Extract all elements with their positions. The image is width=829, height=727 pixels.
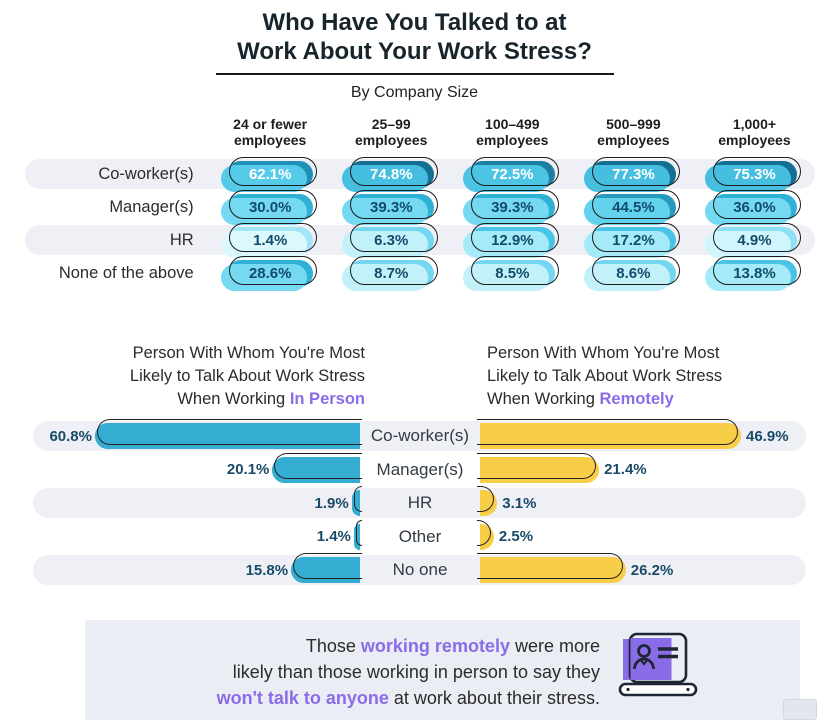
matrix-pill: 75.3% [711, 160, 798, 188]
matrix-pill: 12.9% [469, 226, 556, 254]
subtitle: By Company Size [350, 84, 479, 101]
corner-accent [783, 699, 817, 720]
matrix-pill: 30.0% [227, 193, 314, 221]
remote-value: 2.5% [498, 528, 534, 545]
matrix-pill: 13.8% [711, 259, 798, 287]
matrix-pill: 39.3% [469, 193, 556, 221]
bar-remote [480, 523, 494, 550]
butterfly-row-managers: 20.1% Manager(s) 21.4% [33, 455, 806, 485]
matrix-pill: 77.3% [590, 160, 677, 188]
matrix-pill: 8.5% [469, 259, 556, 287]
bar-in-person [95, 423, 360, 449]
in-person-highlight: In Person [289, 390, 365, 408]
laptop-person-icon [618, 632, 702, 709]
in-person-value: 1.4% [316, 528, 351, 545]
header-spacer [25, 116, 210, 148]
in-person-value: 60.8% [49, 427, 92, 445]
row-label-coworkers: Co-worker(s) [98, 164, 194, 183]
bar-remote [480, 557, 626, 583]
butterfly-row-hr: 1.9% HR 3.1% [33, 488, 806, 518]
row-label-managers: Manager(s) [109, 197, 194, 216]
matrix-pill: 8.7% [348, 259, 435, 287]
matrix-pill: 72.5% [469, 160, 556, 188]
column-header-1000-plus: 1,000+ employees [718, 116, 791, 148]
working-remotely-highlight: working remotely [360, 636, 510, 656]
bar-remote [480, 490, 498, 516]
matrix-row-hr: HR 1.4% 6.3% 12.9% 17.2% 4.9% [25, 225, 815, 255]
remote-value: 21.4% [604, 461, 647, 478]
butterfly-row-no-one: 15.8% No one 26.2% [33, 555, 806, 585]
matrix-pill: 17.2% [590, 226, 677, 254]
column-header-500-999: 500–999 employees [597, 116, 670, 148]
title-line-1: Who Have You Talked to at [262, 9, 567, 36]
matrix-pill: 36.0% [711, 193, 798, 221]
matrix-row-none: None of the above 28.6% 8.7% 8.5% 8.6% 1… [25, 258, 815, 288]
matrix-row-managers: Manager(s) 30.0% 39.3% 39.3% 44.5% 36.0% [25, 192, 815, 222]
butterfly-row-other: 1.4% Other 2.5% [33, 522, 806, 552]
bar-remote [480, 456, 600, 483]
title-divider [215, 73, 614, 75]
butterfly-chart: 60.8% Co-worker(s) 46.9% 20.1% Manager(s… [33, 421, 806, 589]
matrix-pill: 74.8% [348, 160, 435, 188]
category-label: Other [398, 526, 442, 546]
row-label-hr: HR [169, 230, 194, 249]
in-person-value: 1.9% [314, 494, 349, 512]
bar-in-person [272, 456, 360, 483]
bar-in-person [351, 490, 361, 516]
bar-in-person [353, 523, 361, 550]
matrix-pill: 1.4% [227, 226, 314, 254]
company-size-matrix: Co-worker(s) 62.1% 74.8% 72.5% 77.3% 75.… [25, 159, 815, 291]
remote-value: 26.2% [630, 561, 674, 579]
remotely-highlight: Remotely [599, 390, 674, 408]
matrix-pill: 6.3% [348, 226, 435, 254]
matrix-column-headers: 24 or fewer employees 25–99 employees 100–… [25, 116, 815, 148]
remote-value: 3.1% [502, 494, 537, 512]
column-header-100-499: 100–499 employees [476, 116, 549, 148]
title-line-2: Work About Your Work Stress? [237, 38, 592, 65]
remote-chart-title: Person With Whom You're Most Likely to T… [487, 344, 723, 408]
callout-text: Those working remotely were more likely … [216, 636, 600, 708]
matrix-pill: 62.1% [227, 160, 314, 188]
butterfly-row-coworkers: 60.8% Co-worker(s) 46.9% [33, 421, 806, 451]
column-header-25-99: 25–99 employees [355, 116, 428, 148]
category-label: Manager(s) [376, 459, 464, 479]
bar-in-person [291, 557, 360, 583]
column-header-24-or-fewer: 24 or fewer employees [233, 116, 308, 148]
in-person-chart-title: Person With Whom You're Most Likely to T… [129, 344, 365, 408]
title-section: Who Have You Talked to at Work About You… [0, 8, 829, 102]
in-person-value: 20.1% [226, 461, 270, 478]
matrix-row-coworkers: Co-worker(s) 62.1% 74.8% 72.5% 77.3% 75.… [25, 159, 815, 189]
in-person-value: 15.8% [245, 561, 289, 579]
bar-remote [480, 423, 741, 449]
callout-box: Those working remotely were more likely … [85, 620, 800, 720]
remote-value: 46.9% [746, 427, 789, 445]
category-label: No one [392, 560, 448, 579]
matrix-pill: 44.5% [590, 193, 677, 221]
matrix-pill: 28.6% [227, 259, 314, 287]
matrix-pill: 4.9% [711, 226, 798, 254]
category-label: Co-worker(s) [370, 426, 470, 445]
matrix-pill: 8.6% [590, 259, 677, 287]
row-label-none: None of the above [58, 263, 194, 282]
page-title: Who Have You Talked to at Work About You… [0, 8, 829, 66]
wont-talk-highlight: won't talk to anyone [216, 688, 389, 708]
category-label: HR [407, 493, 433, 512]
matrix-pill: 39.3% [348, 193, 435, 221]
